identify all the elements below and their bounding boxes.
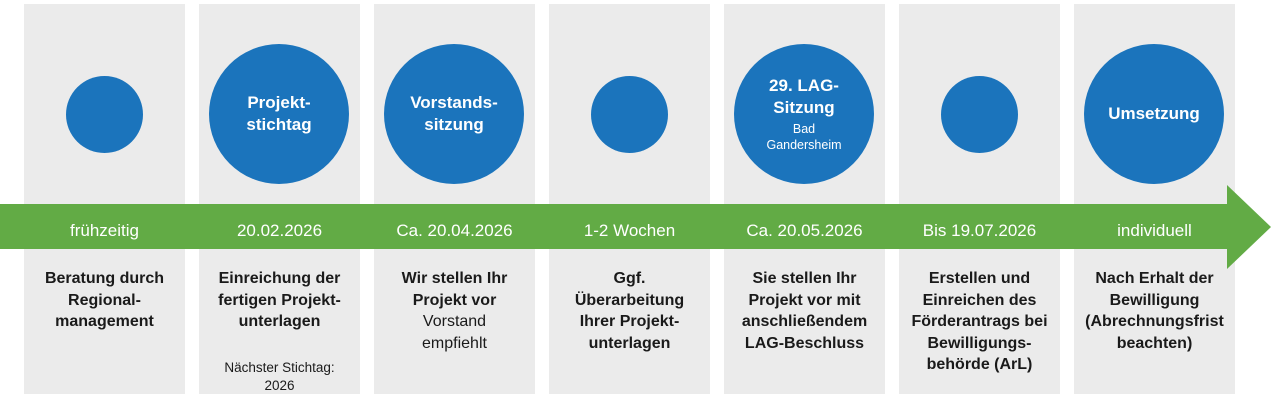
milestone-circle: 29. LAG- Sitzung Bad Gandersheim: [734, 44, 874, 184]
step-column-foerderantrag: Bis 19.07.2026 Erstellen und Einreichen …: [899, 4, 1060, 394]
step-description: Sie stellen Ihr Projekt vor mit anschlie…: [741, 270, 868, 352]
step-description: Ggf. Überarbeitung Ihrer Projekt- unterl…: [574, 270, 685, 352]
timeline-date-label: Bis 19.07.2026: [922, 220, 1037, 240]
timeline-arrow-head-icon: [1227, 185, 1271, 269]
timeline-date-label: Ca. 20.05.2026: [746, 220, 863, 240]
step-description: Beratung durch Regional- management: [44, 270, 165, 330]
step-column-vorstandssitzung: Vorstands- sitzung Ca. 20.04.2026 Wir st…: [374, 4, 535, 394]
step-column-projektstichtag: Projekt- stichtag 20.02.2026 Einreichung…: [199, 4, 360, 394]
milestone-title: 29. LAG- Sitzung: [769, 76, 839, 117]
step-column-umsetzung: Umsetzung individuell Nach Erhalt der Be…: [1074, 4, 1235, 394]
milestone-title: Projekt- stichtag: [246, 93, 312, 134]
step-description-primary: Wir stellen Ihr Projekt vor: [401, 270, 508, 309]
step-description: Erstellen und Einreichen des Förderantra…: [911, 270, 1048, 373]
step-column-beratung: frühzeitig Beratung durch Regional- mana…: [24, 4, 185, 394]
step-description-secondary: Vorstand empfiehlt: [422, 313, 487, 352]
timeline-arrow-band: [0, 204, 1227, 249]
milestone-circle: [66, 76, 143, 153]
step-note: Nächster Stichtag: 2026: [224, 360, 335, 393]
step-column-lag-sitzung: 29. LAG- Sitzung Bad Gandersheim Ca. 20.…: [724, 4, 885, 394]
timeline-date-label: 20.02.2026: [236, 220, 323, 240]
timeline-label: individuell: [1117, 220, 1192, 240]
milestone-circle: Umsetzung: [1084, 44, 1224, 184]
milestone-title: Vorstands- sitzung: [410, 93, 498, 134]
step-description: Nach Erhalt der Bewilligung (Abrechnungs…: [1085, 270, 1224, 352]
timeline-label: frühzeitig: [70, 220, 139, 240]
step-description: Einreichung der fertigen Projekt- unterl…: [218, 270, 341, 330]
milestone-circle: Vorstands- sitzung: [384, 44, 524, 184]
step-description: Wir stellen Ihr Projekt vor Vorstand empf…: [370, 268, 539, 354]
timeline-date-label: Ca. 20.04.2026: [396, 220, 513, 240]
milestone-circle: Projekt- stichtag: [209, 44, 349, 184]
milestone-circle: [941, 76, 1018, 153]
milestone-circle: [591, 76, 668, 153]
milestone-title: Umsetzung: [1108, 104, 1200, 123]
timeline-label: 1-2 Wochen: [583, 220, 676, 240]
step-column-ueberarbeitung: 1-2 Wochen Ggf. Überarbeitung Ihrer Proj…: [549, 4, 710, 394]
milestone-subtitle: Bad Gandersheim: [766, 122, 842, 152]
